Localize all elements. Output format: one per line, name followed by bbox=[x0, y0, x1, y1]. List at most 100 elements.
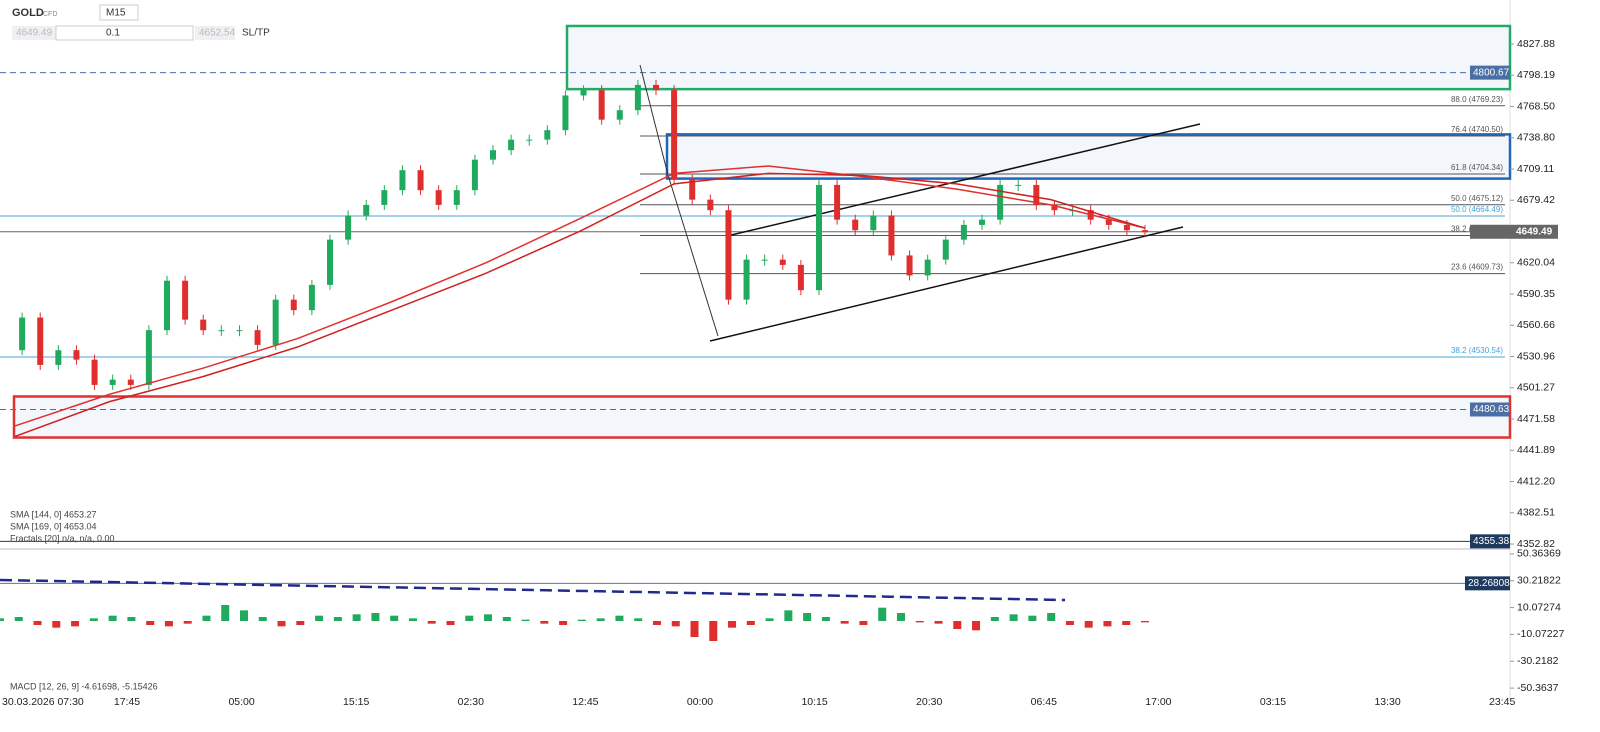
time-label: 13:30 bbox=[1374, 696, 1400, 708]
macd-bar bbox=[371, 613, 380, 621]
macd-bar bbox=[352, 614, 361, 621]
sltp-button[interactable]: SL/TP bbox=[242, 28, 270, 39]
macd-bar bbox=[0, 618, 4, 621]
macd-bar bbox=[1009, 614, 1018, 621]
time-label: 02:30 bbox=[458, 696, 484, 708]
candle bbox=[453, 190, 460, 205]
macd-bar bbox=[183, 620, 192, 624]
macd-bar bbox=[728, 620, 737, 628]
candle bbox=[852, 219, 859, 231]
candle bbox=[490, 150, 496, 160]
candle bbox=[73, 350, 80, 360]
bid-box[interactable] bbox=[12, 26, 56, 40]
macd-bar bbox=[1084, 620, 1093, 628]
fib-anchor bbox=[639, 64, 669, 176]
price-tick-label: 4501.27 bbox=[1517, 382, 1555, 394]
time-label: 17:45 bbox=[114, 696, 140, 708]
macd-bar bbox=[577, 619, 586, 621]
time-label: 15:15 bbox=[343, 696, 369, 708]
sma-line bbox=[14, 165, 1146, 427]
macd-bar bbox=[521, 619, 530, 621]
price-tick-label: 4798.19 bbox=[1517, 69, 1555, 81]
macd-bar bbox=[108, 615, 117, 621]
candle bbox=[526, 139, 533, 141]
fib-label: 50.0 (4675.12) bbox=[1451, 194, 1503, 203]
macd-bar bbox=[803, 613, 812, 621]
macd-bar bbox=[221, 605, 230, 621]
macd-bar bbox=[915, 620, 924, 623]
price-tick-label: 4679.42 bbox=[1517, 194, 1555, 206]
macd-bar bbox=[333, 617, 342, 621]
candle bbox=[327, 239, 333, 285]
macd-bar bbox=[296, 620, 305, 625]
price-tick-label: 4441.89 bbox=[1517, 444, 1555, 456]
lot[interactable]: 0.1 bbox=[106, 28, 120, 39]
candle bbox=[19, 317, 26, 351]
price-tick-label: 4412.20 bbox=[1517, 475, 1555, 487]
timeframe[interactable]: M15 bbox=[106, 8, 126, 19]
candle bbox=[707, 199, 714, 211]
time-label: 10:15 bbox=[801, 696, 827, 708]
price-tag-label: 4355.38 bbox=[1473, 536, 1510, 547]
bid[interactable]: 4649.49 bbox=[16, 28, 53, 39]
indicator-label: SMA [144, 0] 4653.27 bbox=[10, 509, 97, 519]
lot-box[interactable] bbox=[55, 25, 194, 41]
macd-bar bbox=[765, 618, 774, 621]
fib-label: 50.0 (4664.49) bbox=[1451, 205, 1503, 214]
candle bbox=[562, 95, 569, 131]
candle bbox=[218, 330, 225, 332]
macd-tick-label: 30.21822 bbox=[1517, 575, 1561, 587]
candle bbox=[164, 280, 170, 331]
macd-bar bbox=[164, 620, 173, 627]
candle bbox=[254, 330, 261, 345]
candle bbox=[616, 110, 623, 120]
candle bbox=[1015, 184, 1022, 186]
candle bbox=[580, 90, 587, 96]
macd-bar bbox=[540, 620, 549, 624]
candle bbox=[1105, 219, 1112, 225]
trend-line bbox=[726, 123, 1201, 237]
candle bbox=[634, 84, 641, 111]
candle bbox=[816, 184, 822, 291]
candle bbox=[598, 90, 605, 120]
macd-bar bbox=[671, 620, 680, 627]
price-tick-label: 4620.04 bbox=[1517, 257, 1555, 269]
macd-label: MACD [12, 26, 9] -4.61698, -5.15426 bbox=[10, 681, 158, 691]
price-tick-label: 4738.80 bbox=[1517, 132, 1555, 144]
macd-bar bbox=[821, 617, 830, 621]
candle bbox=[508, 139, 515, 151]
time-label: 00:00 bbox=[687, 696, 713, 708]
candle bbox=[381, 190, 388, 205]
macd-bar bbox=[934, 620, 943, 624]
candle bbox=[1033, 184, 1040, 205]
macd-bar bbox=[878, 607, 887, 621]
macd-tick-label: 50.36369 bbox=[1517, 548, 1561, 560]
price-tick-label: 4709.11 bbox=[1517, 163, 1554, 175]
macd-tick-label: -30.2182 bbox=[1517, 655, 1559, 667]
macd-bar bbox=[840, 620, 849, 624]
macd-bar bbox=[446, 620, 455, 625]
zone bbox=[12, 395, 1512, 439]
symbol[interactable]: GOLD bbox=[12, 7, 44, 19]
candle bbox=[888, 215, 895, 256]
macd-bar bbox=[1103, 620, 1112, 627]
candle bbox=[544, 130, 551, 140]
ask[interactable]: 4652.54 bbox=[199, 28, 236, 39]
macd-bar bbox=[1141, 620, 1149, 623]
macd-bar bbox=[484, 614, 493, 621]
toolbar: GOLD CFD M15 4649.49 0.1 4652.54 SL/TP bbox=[12, 4, 270, 41]
candle bbox=[960, 224, 967, 240]
ask-box[interactable] bbox=[195, 26, 235, 40]
candle bbox=[743, 259, 750, 300]
trend-line bbox=[709, 226, 1184, 342]
time-label: 17:00 bbox=[1145, 696, 1171, 708]
macd-tag-label: 28.26808 bbox=[1468, 578, 1510, 589]
candle bbox=[761, 259, 768, 261]
candle bbox=[1142, 230, 1148, 233]
time-label: 03:15 bbox=[1260, 696, 1286, 708]
candle bbox=[435, 190, 442, 205]
timeframe-box[interactable] bbox=[99, 4, 139, 21]
candle bbox=[979, 219, 985, 225]
macd-bar bbox=[953, 620, 962, 629]
macd-bar bbox=[390, 615, 399, 621]
